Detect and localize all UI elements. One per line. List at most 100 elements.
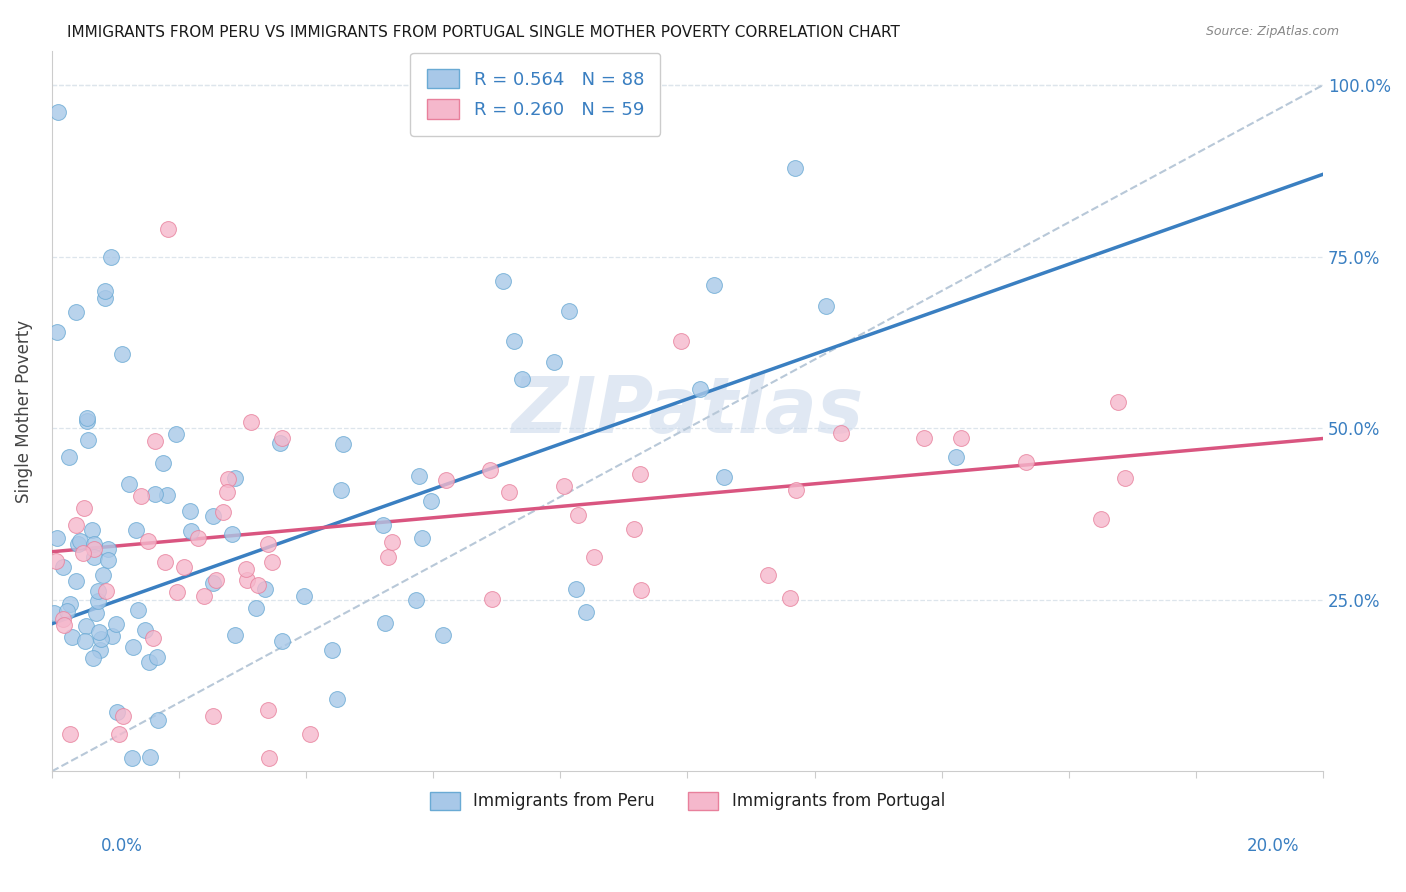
Point — [245, 601, 267, 615]
Point — [77, 433, 100, 447]
Point — [73, 634, 96, 648]
Point — [165, 427, 187, 442]
Point — [105, 706, 128, 720]
Point — [224, 628, 246, 642]
Point — [65, 574, 87, 589]
Point — [82, 523, 104, 537]
Point — [564, 582, 586, 596]
Point — [945, 450, 967, 464]
Point — [152, 456, 174, 470]
Point — [122, 640, 145, 654]
Point — [575, 605, 598, 619]
Point — [1107, 395, 1129, 409]
Point — [498, 484, 520, 499]
Point — [247, 578, 270, 592]
Point — [713, 469, 735, 483]
Point — [108, 726, 131, 740]
Point — [259, 750, 281, 764]
Point — [193, 590, 215, 604]
Point — [217, 484, 239, 499]
Point — [90, 632, 112, 646]
Point — [271, 633, 294, 648]
Point — [66, 537, 89, 551]
Point — [143, 487, 166, 501]
Point — [100, 250, 122, 264]
Point — [269, 435, 291, 450]
Point — [155, 555, 177, 569]
Point — [138, 655, 160, 669]
Point — [83, 550, 105, 565]
Point — [173, 559, 195, 574]
Point — [76, 619, 98, 633]
Point — [325, 692, 347, 706]
Point — [492, 274, 515, 288]
Point — [814, 299, 837, 313]
Point — [146, 650, 169, 665]
Point — [567, 508, 589, 523]
Point — [553, 478, 575, 492]
Point — [202, 508, 225, 523]
Point — [42, 607, 65, 621]
Text: ZIPatlas: ZIPatlas — [512, 373, 863, 449]
Point — [1114, 471, 1136, 485]
Point — [73, 501, 96, 516]
Point — [46, 532, 69, 546]
Text: IMMIGRANTS FROM PERU VS IMMIGRANTS FROM PORTUGAL SINGLE MOTHER POVERTY CORRELATI: IMMIGRANTS FROM PERU VS IMMIGRANTS FROM … — [67, 25, 900, 40]
Point — [46, 105, 69, 120]
Point — [139, 749, 162, 764]
Point — [129, 489, 152, 503]
Point — [83, 537, 105, 551]
Point — [65, 517, 87, 532]
Point — [623, 522, 645, 536]
Point — [582, 549, 605, 564]
Point — [187, 531, 209, 545]
Point — [125, 524, 148, 538]
Point — [117, 477, 139, 491]
Point — [52, 559, 75, 574]
Point — [72, 547, 94, 561]
Point — [104, 616, 127, 631]
Point — [221, 527, 243, 541]
Point — [53, 618, 76, 632]
Point — [411, 531, 433, 545]
Point — [111, 347, 134, 361]
Point — [434, 473, 457, 487]
Point — [217, 472, 239, 486]
Point — [52, 612, 75, 626]
Point — [332, 436, 354, 450]
Point — [59, 727, 82, 741]
Point — [180, 524, 202, 538]
Point — [783, 161, 806, 176]
Point — [236, 574, 259, 588]
Point — [94, 584, 117, 599]
Point — [408, 468, 430, 483]
Point — [127, 603, 149, 617]
Point — [121, 750, 143, 764]
Point — [46, 325, 69, 339]
Point — [381, 534, 404, 549]
Point — [543, 355, 565, 369]
Point — [689, 382, 711, 396]
Point — [87, 583, 110, 598]
Point — [419, 493, 441, 508]
Point — [628, 467, 651, 482]
Point — [292, 589, 315, 603]
Point — [254, 582, 277, 596]
Point — [377, 549, 399, 564]
Point — [84, 607, 107, 621]
Point — [503, 334, 526, 349]
Point — [97, 553, 120, 567]
Point — [257, 537, 280, 551]
Point — [202, 575, 225, 590]
Point — [1090, 512, 1112, 526]
Point — [93, 284, 115, 298]
Point — [785, 483, 807, 497]
Point — [212, 505, 235, 519]
Point — [60, 630, 83, 644]
Point — [271, 431, 294, 445]
Text: Source: ZipAtlas.com: Source: ZipAtlas.com — [1205, 25, 1339, 38]
Point — [156, 222, 179, 236]
Y-axis label: Single Mother Poverty: Single Mother Poverty — [15, 319, 32, 502]
Point — [76, 414, 98, 428]
Point — [779, 591, 801, 605]
